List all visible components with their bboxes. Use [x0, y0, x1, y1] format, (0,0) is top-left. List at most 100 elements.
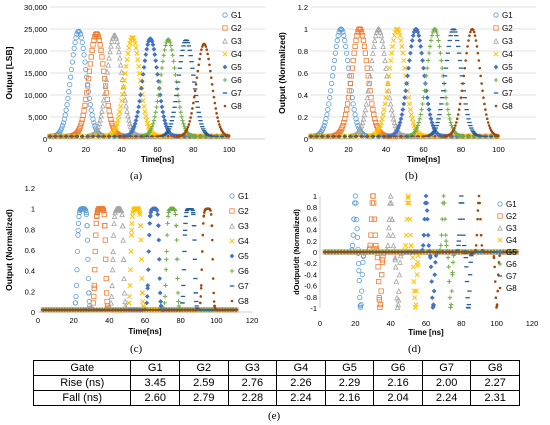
- y-tick-label: -1: [310, 304, 317, 313]
- x-tick-label: 40: [117, 145, 125, 154]
- data-point: [190, 112, 193, 115]
- data-point: [460, 133, 466, 139]
- data-point: [410, 135, 414, 138]
- data-point: [434, 29, 439, 35]
- data-point: [344, 50, 350, 56]
- data-point: [341, 33, 347, 39]
- table-cell: G1: [130, 360, 181, 376]
- data-point: [444, 101, 450, 107]
- data-point: [445, 255, 451, 260]
- table-cell: Fall (ns): [32, 390, 132, 406]
- data-point: [124, 308, 128, 312]
- data-point: [359, 119, 366, 126]
- data-point: [91, 293, 97, 300]
- data-point: [141, 64, 147, 70]
- data-point: [354, 234, 361, 240]
- data-point: [59, 135, 63, 138]
- data-point: [70, 135, 73, 138]
- data-point: [111, 32, 118, 38]
- table-cell: 2.59: [179, 375, 229, 391]
- data-point: [117, 61, 124, 68]
- data-point: [371, 250, 375, 254]
- data-point: [126, 45, 132, 51]
- data-point: [390, 37, 397, 44]
- data-point: [85, 83, 91, 89]
- data-point: [478, 201, 482, 205]
- data-point: [426, 107, 432, 113]
- x-tick-label: 20: [351, 319, 359, 328]
- table-row: Fall (ns) 2.60 2.79 2.28 2.24 2.16 2.04 …: [32, 390, 520, 406]
- data-point: [423, 193, 429, 199]
- data-point: [111, 308, 115, 312]
- data-point: [386, 73, 392, 79]
- data-point: [454, 250, 457, 254]
- data-point: [414, 272, 420, 278]
- data-point: [73, 293, 79, 300]
- data-point: [114, 308, 117, 312]
- data-point: [355, 122, 361, 129]
- data-point: [352, 111, 358, 118]
- y-tick-label: -0.2: [304, 259, 317, 268]
- data-point: [74, 267, 80, 273]
- table-cell: G5: [324, 360, 375, 376]
- data-point: [218, 123, 221, 126]
- data-point: [315, 135, 318, 138]
- legend-label: G2: [502, 24, 513, 33]
- data-point: [140, 98, 146, 104]
- data-point: [421, 95, 426, 100]
- data-point: [93, 220, 99, 227]
- data-point: [388, 57, 394, 64]
- data-point: [448, 302, 454, 307]
- data-point: [105, 102, 111, 109]
- data-point: [180, 118, 185, 123]
- data-point: [55, 308, 59, 312]
- data-point: [403, 250, 407, 254]
- data-point: [197, 308, 200, 311]
- data-point: [419, 50, 425, 56]
- data-point: [124, 57, 130, 63]
- legend-label: G4: [502, 50, 513, 59]
- data-point: [142, 58, 148, 64]
- data-point: [211, 238, 214, 242]
- data-point: [496, 289, 500, 293]
- data-point: [420, 242, 426, 248]
- y-tick-label: 10,000: [24, 91, 47, 100]
- table-cell: 2.31: [470, 390, 520, 406]
- data-point: [226, 308, 230, 312]
- data-point: [157, 86, 162, 91]
- legend-marker: [497, 201, 503, 207]
- data-point: [380, 112, 386, 118]
- data-point: [455, 121, 458, 124]
- y-tick-label: 0.8: [298, 47, 308, 56]
- data-point: [104, 68, 111, 75]
- data-point: [170, 308, 174, 312]
- data-point: [158, 299, 164, 304]
- data-point: [215, 308, 218, 312]
- data-point: [388, 199, 395, 206]
- data-point: [87, 102, 93, 108]
- legend-label: G8: [238, 297, 249, 306]
- data-point: [95, 34, 101, 40]
- data-point: [432, 259, 438, 265]
- data-point: [78, 120, 84, 126]
- data-point: [377, 304, 383, 311]
- data-point: [153, 110, 158, 115]
- data-point: [349, 95, 355, 101]
- data-point: [85, 76, 92, 82]
- table-cell: 2.27: [470, 375, 520, 391]
- table-header-row: Gate G1 G2 G3 G4 G5 G6 G7 G8: [32, 360, 520, 376]
- data-point: [354, 135, 358, 138]
- data-point: [108, 42, 114, 49]
- legend-marker: [222, 25, 228, 31]
- data-point: [432, 272, 438, 278]
- table-cell: 2.26: [276, 375, 326, 391]
- data-point: [371, 37, 378, 44]
- table-cell: 2.00: [421, 375, 472, 391]
- data-point: [456, 113, 460, 116]
- data-point: [127, 308, 131, 312]
- legend-marker: [222, 37, 228, 44]
- data-point: [335, 33, 341, 39]
- data-point: [186, 125, 190, 129]
- data-point: [152, 114, 158, 119]
- data-point: [103, 256, 109, 262]
